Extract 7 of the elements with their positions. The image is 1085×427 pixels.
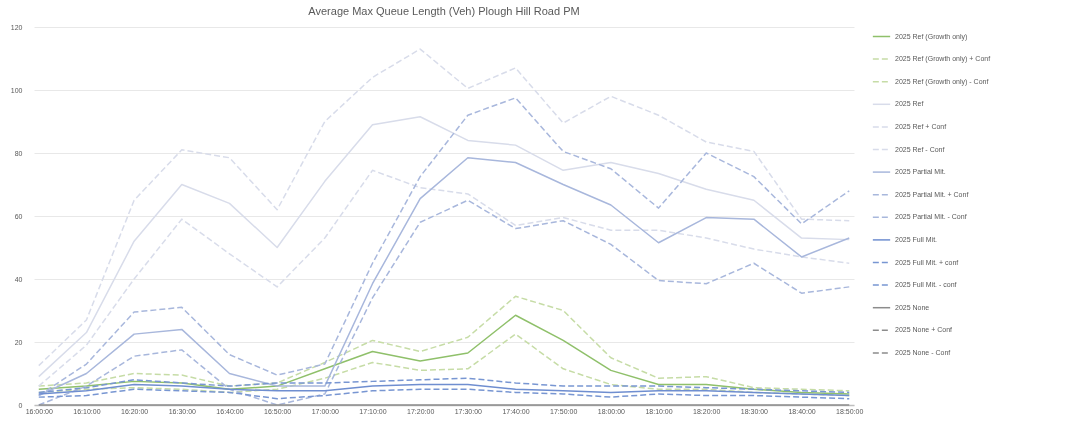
line-series: [38, 48, 850, 367]
line-series: [38, 199, 850, 406]
chart-title: Average Max Queue Length (Veh) Plough Hill Road PM: [308, 5, 580, 17]
line-series: [38, 295, 850, 392]
line-series: [38, 388, 850, 400]
line-series: [38, 314, 850, 395]
line-series: [38, 377, 850, 394]
